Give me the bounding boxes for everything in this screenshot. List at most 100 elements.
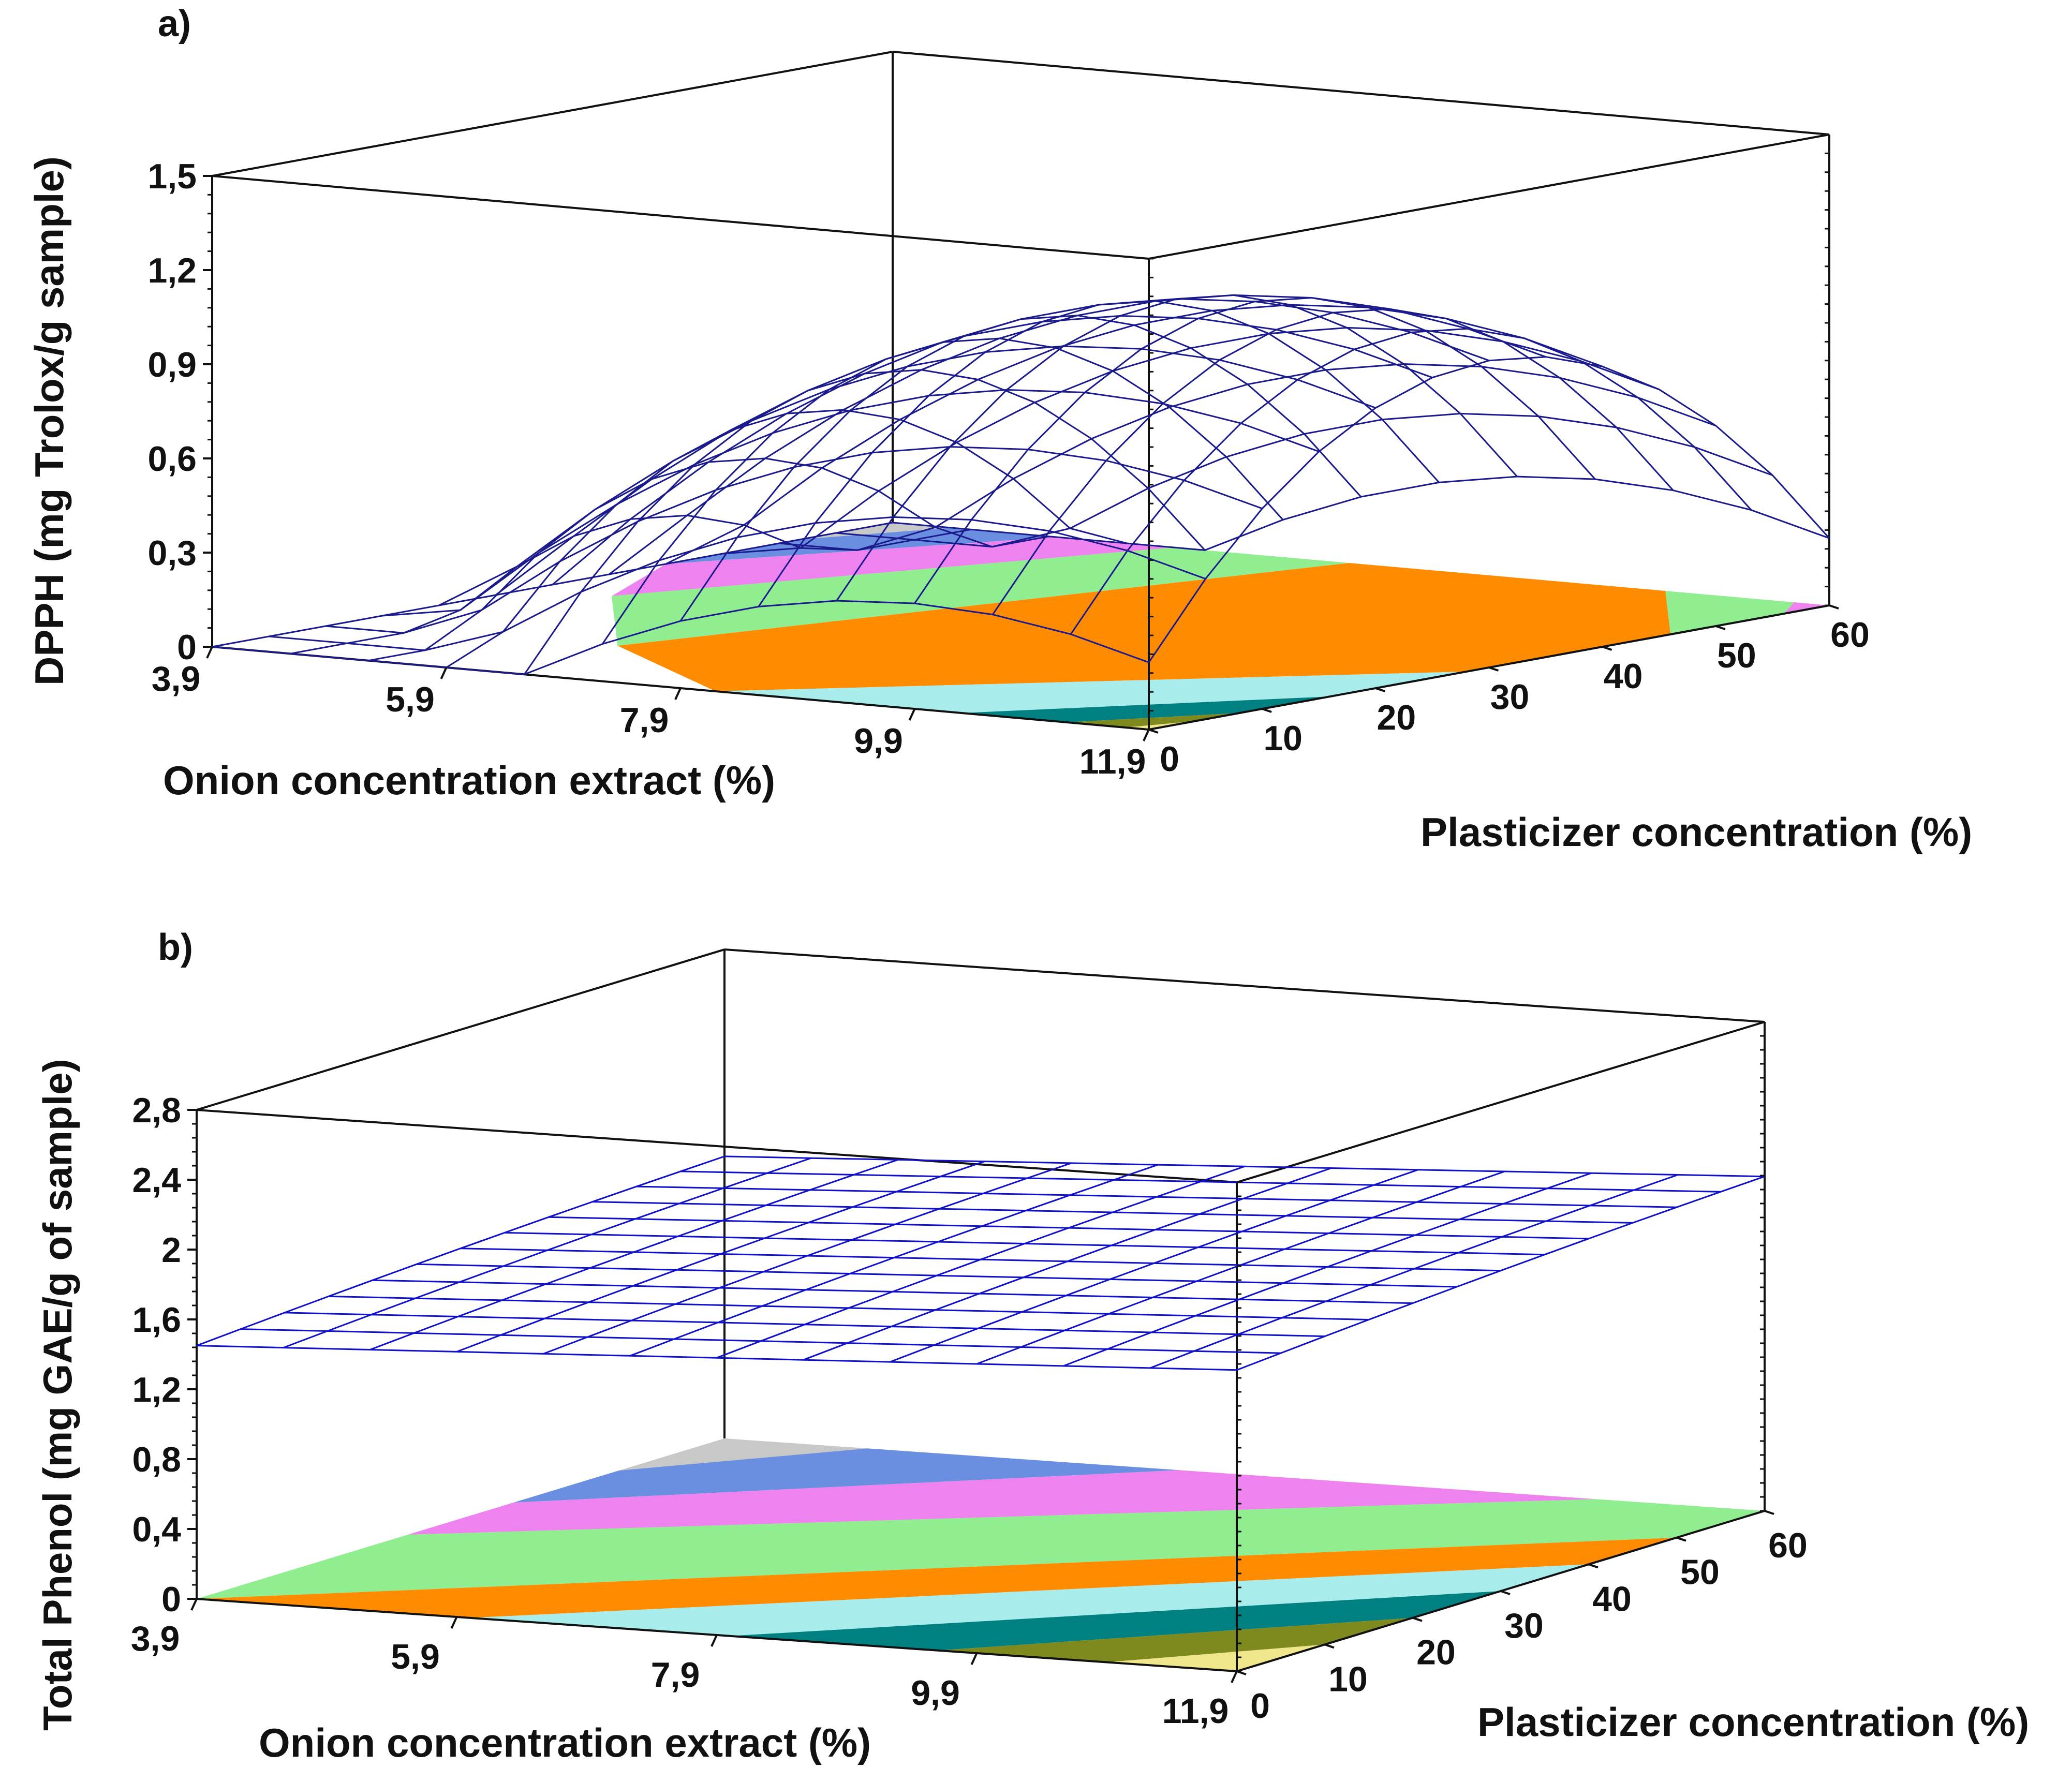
panel-b-box-edge-8 [724,948,1765,1023]
panel-a-contour-band [1067,713,1240,727]
panel-b-box-edge-7 [1236,1021,1765,1183]
panel-b-x-tick-mark [450,1616,458,1629]
panel-b-contour-band [513,1448,1180,1503]
panel-b-y-tick-mark [1236,1670,1247,1675]
panel-a-z-tick-label: 0 [177,628,197,667]
panel-b-contour-band [197,1499,1765,1599]
panel-a-wire-line [368,457,1049,662]
panel-b-wire-line [456,1161,985,1353]
panel-a-wire-line [212,522,893,648]
panel-b-wireframe-surface [196,1155,1765,1371]
panel-a-z-axis-label: DPPH (mg Trolox/g sample) [26,156,72,686]
panel-b-wire-line [196,1155,725,1347]
panel-b-wire-line [369,1159,898,1350]
panel-b-y-tick-mark [1588,1563,1599,1569]
panel-a-x-tick-label: 7,9 [620,701,669,740]
panel-b-y-tick-label: 0 [1250,1686,1270,1726]
panel-b-box-edge-9 [196,948,725,1111]
panel-b-x-tick-label: 7,9 [651,1655,700,1695]
panel-a-y-tick-label: 20 [1377,698,1416,737]
panel-a-y-tick-label: 0 [1160,739,1179,779]
panel-a-wire-line [836,294,1518,601]
panel-a-y-tick-mark [1602,646,1612,651]
panel-a-wire-line [609,294,1546,575]
panel-b-x-axis-label: Onion concentration extract (%) [259,1720,871,1765]
panel-b-wire-line [196,1345,1237,1371]
panel-b-y-axis-label: Plasticizer concentration (%) [1477,1699,2029,1745]
panel-b-y-tick-label: 30 [1504,1606,1544,1645]
panel-b-x-tick-label: 11,9 [1162,1691,1229,1731]
panel-a-x-tick-label: 11,9 [1079,742,1146,781]
panel-b-wire-line [890,1169,1418,1363]
panel-a-y-tick-mark [1829,604,1839,610]
panel-b-x-tick-label: 9,9 [911,1673,960,1713]
panel-a-wire-line [290,514,971,655]
panel-a-x-axis-label: Onion concentration extract (%) [163,758,775,803]
panel-a-contour-band [1125,721,1194,730]
panel-a-z-tick-label: 0,9 [147,345,197,384]
panel-a-x-tick-mark [674,688,682,700]
panel-b-z-tick-label: 0,4 [132,1510,181,1549]
panel-b-wire-line [543,1162,1072,1355]
panel-b-contour-band [619,1438,868,1471]
panel-b-z-tick-label: 1,6 [132,1300,181,1340]
panel-a-contour-band [612,537,1174,596]
panel-a-y-tick-mark [1262,708,1272,713]
panel-a-x-tick-mark [206,646,213,659]
panel-a-box-edge-9 [212,51,893,177]
panel-a-wire-line [1070,328,1752,635]
panel-b-z-tick-label: 1,2 [132,1370,181,1409]
panel-b-y-tick-label: 20 [1416,1633,1456,1672]
panel-b-z-tick-label: 2,4 [132,1161,181,1200]
panel-b-wire-line [976,1170,1505,1365]
panel-b-wire-line [716,1165,1245,1359]
panel-b-z-axis-label: Total Phenol (mg GAE/g of sample) [35,1059,80,1731]
panel-b-z-tick-label: 2,8 [132,1091,181,1130]
panel-b-wire-line [629,1164,1158,1357]
panel-b-contour-band [730,1591,1501,1651]
panel-a-y-tick-label: 40 [1604,657,1643,696]
panel-a-contour-band [1665,591,1795,634]
panel-a-y-tick-label: 30 [1490,677,1530,717]
panel-a-y-tick-mark [1148,729,1159,734]
panel-b-z-tick-label: 2 [161,1230,181,1270]
panel-b-wire-line [1236,1176,1765,1371]
panel-b-z-tick-label: 0,8 [132,1440,181,1479]
panel-b-ticks: 0 0,4 0,8 1,2 1,6 2 2,4 2,8 3,9 5,9 7,9 9,9 11,9 0 10 2… [131,1021,1808,1731]
panel-b-wire-line [1063,1172,1592,1367]
panel-a-y-tick-mark [1715,625,1726,630]
panel-b-y-tick-label: 40 [1592,1579,1632,1618]
panel-b-y-tick-label: 50 [1680,1553,1720,1592]
panel-a-y-tick-mark [1488,666,1499,672]
panel-b-box [196,948,1766,1672]
panel-a-contour-floor [612,523,1829,730]
panel-b-wire-line [803,1167,1331,1361]
panel-a-y-tick-label: 50 [1717,636,1756,675]
panel-a-y-tick-label: 10 [1263,719,1303,758]
panel-a-contour-band [961,696,1330,722]
panel-a-wire-line [914,296,1596,604]
panel-b-x-tick-mark [711,1635,718,1647]
panel-b-box-edge-6 [196,1109,1237,1183]
panel-a-x-tick-mark [1143,729,1150,741]
panel-b-contour-floor [197,1438,1765,1671]
panel-b-contour-band [408,1470,1596,1535]
panel-a-x-tick-label: 5,9 [386,680,435,719]
panel-a-y-tick-label: 60 [1830,615,1870,655]
panel-a-chart: a) 0 0,3 0,6 0,9 1,2 1,5 3,9 5,9 7,9 9,9 11,9 0 10 20… [26,3,1972,855]
panel-b-label: b) [158,927,193,968]
panel-a-contour-band [617,563,1671,691]
panel-b-x-tick-mark [970,1653,978,1665]
panel-b-contour-band [938,1617,1413,1662]
panel-a-x-tick-label: 9,9 [854,721,903,761]
panel-b-x-tick-mark [1231,1671,1238,1683]
panel-a-box-edge-7 [1148,133,1830,260]
panel-a-box-edge-8 [892,51,1830,136]
panel-b-contour-band [469,1564,1589,1636]
panel-a-wire-line [524,369,1206,675]
panel-b-y-tick-mark [1500,1590,1511,1595]
panel-b-y-tick-mark [1324,1643,1335,1649]
panel-a-wire-line [1148,356,1830,663]
panel-b-y-tick-mark [1412,1616,1423,1622]
